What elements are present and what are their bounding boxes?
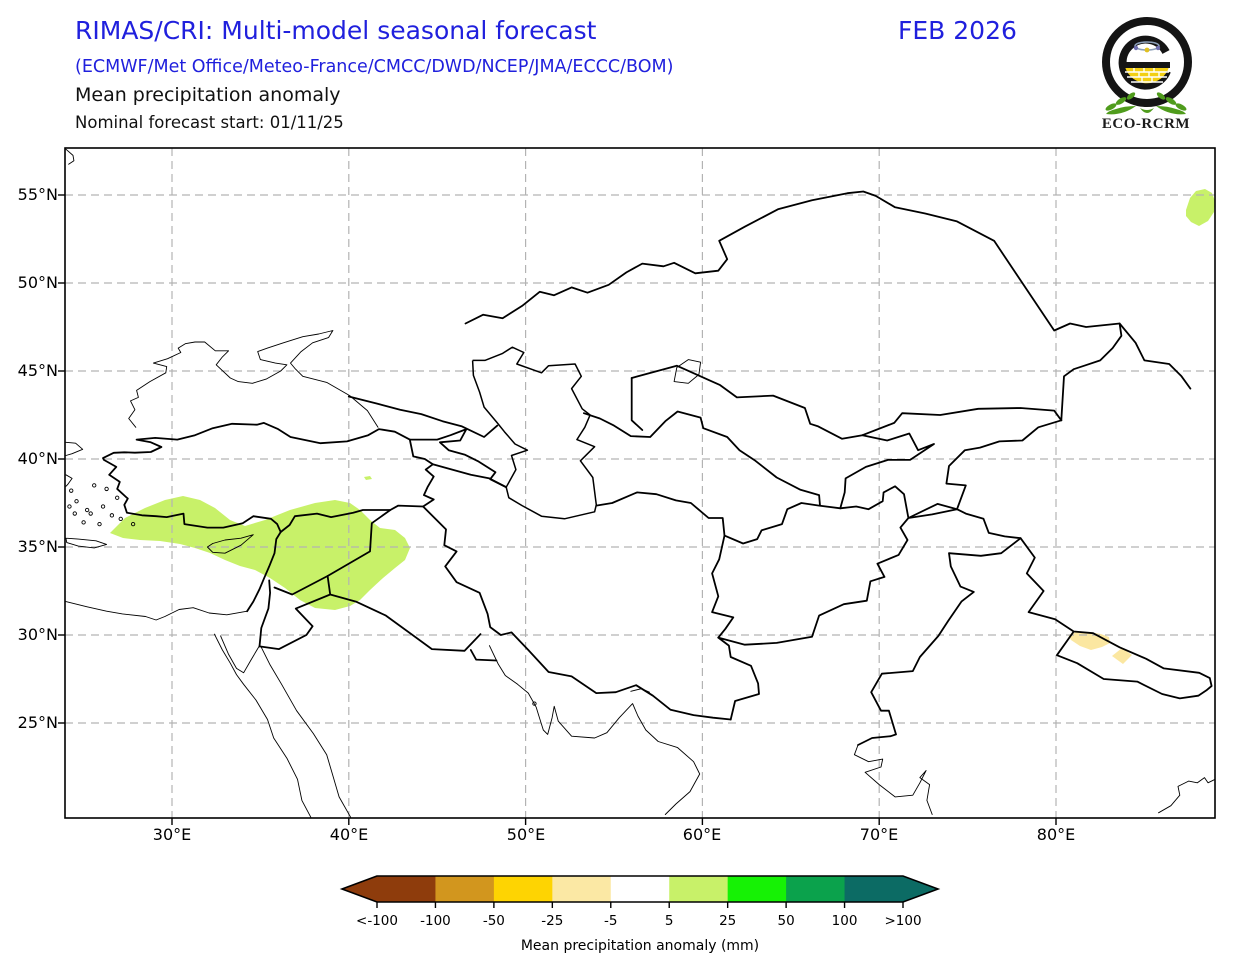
lon-tick-label: 60°E	[682, 825, 722, 844]
colorbar-tick-label: 100	[832, 913, 858, 929]
colorbar-segment	[493, 876, 553, 902]
caspian-sea-outline	[471, 346, 598, 520]
lon-tick-label: 80°E	[1036, 825, 1076, 844]
colorbar-tick-label: -100	[420, 913, 451, 929]
colorbar-left-arrow	[342, 876, 377, 902]
colorbar-tick-label: -50	[483, 913, 505, 929]
anomaly-speck	[364, 476, 372, 480]
colorbar-title: Mean precipitation anomaly (mm)	[521, 938, 759, 954]
lat-tick-label: 45°N	[17, 361, 58, 380]
colorbar-tick-label: >100	[884, 913, 921, 929]
logo-drone-icon	[1133, 41, 1161, 53]
lat-tick-label: 40°N	[17, 449, 58, 468]
colorbar-tick-label: 25	[719, 913, 736, 929]
colorbar-right-arrow	[903, 876, 938, 902]
colorbar-segment	[377, 876, 436, 902]
map-frame	[64, 147, 1216, 819]
colorbar-segment	[610, 876, 670, 902]
axis-ticks	[58, 194, 1057, 825]
lat-tick-label: 50°N	[17, 273, 58, 292]
valid-period-label: FEB 2026	[898, 16, 1017, 45]
graticule	[65, 148, 1215, 818]
lat-tick-label: 25°N	[17, 713, 58, 732]
logo-laurel-branches	[1105, 92, 1187, 115]
colorbar: <-100 -100 -50 -25 -5 5 25 50 100 >100 Mean precip…	[339, 875, 941, 954]
lon-tick-label: 40°E	[329, 825, 369, 844]
lon-tick-label: 70°E	[859, 825, 899, 844]
colorbar-tick-label: 5	[665, 913, 674, 929]
logo-caption: ECO-RCRM	[1101, 116, 1191, 132]
lon-tick-label: 30°E	[152, 825, 192, 844]
colorbar-segment	[844, 876, 904, 902]
lat-tick-label: 35°N	[17, 537, 58, 556]
product-name: Mean precipitation anomaly	[75, 84, 341, 106]
forecast-start-label: Nominal forecast start: 01/11/25	[75, 113, 344, 132]
model-list-subtitle: (ECMWF/Met Office/Meteo-France/CMCC/DWD/…	[75, 57, 674, 77]
eco-rcrm-logo	[1102, 17, 1192, 115]
lat-tick-label: 30°N	[17, 625, 58, 644]
colorbar-segment	[552, 876, 612, 902]
figure-title: RIMAS/CRI: Multi-model seasonal forecast	[75, 16, 597, 45]
anomaly-patch-yellow-diamond	[1112, 648, 1132, 664]
anomaly-patch-northeast	[1186, 189, 1215, 226]
colorbar-tick-label: 50	[778, 913, 795, 929]
colorbar-tick-label: -25	[541, 913, 563, 929]
colorbar-segment	[727, 876, 787, 902]
forecast-map	[58, 147, 1216, 825]
colorbar-tick-label: -5	[604, 913, 617, 929]
coastlines	[65, 148, 1216, 818]
logo-rings	[1102, 17, 1192, 107]
lon-tick-label: 50°E	[506, 825, 546, 844]
colorbar-segment	[786, 876, 846, 902]
colorbar-segment	[669, 876, 729, 902]
country-borders	[102, 190, 1213, 746]
colorbar-tick-label: <-100	[356, 913, 398, 929]
colorbar-segment	[435, 876, 495, 902]
logo-field-icon	[1124, 62, 1170, 84]
lat-tick-label: 55°N	[17, 185, 58, 204]
